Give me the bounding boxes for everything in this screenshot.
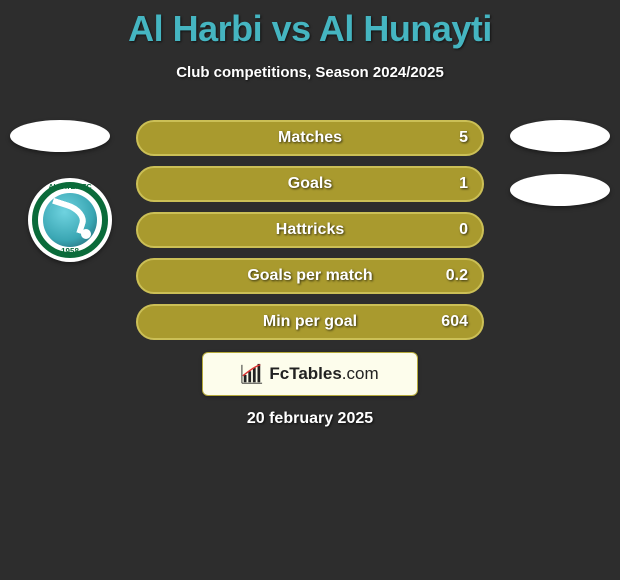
stat-value: 604: [441, 313, 468, 331]
club-badge-ball: [81, 229, 91, 239]
stat-value: 5: [459, 129, 468, 147]
club-badge-inner: [43, 193, 97, 247]
stat-bar: Hattricks 0: [136, 212, 484, 248]
club-badge-alfateh: ALFATEH FC 1958: [28, 178, 112, 262]
player-right-avatar-placeholder-1: [510, 120, 610, 152]
page-subtitle: Club competitions, Season 2024/2025: [0, 64, 620, 81]
site-brand-name: FcTables: [269, 364, 341, 383]
date-text: 20 february 2025: [247, 410, 373, 428]
stat-label: Goals per match: [247, 267, 372, 285]
page-title: Al Harbi vs Al Hunayti: [0, 0, 620, 50]
stat-bar: Min per goal 604: [136, 304, 484, 340]
stat-label: Min per goal: [263, 313, 357, 331]
site-brand-suffix: .com: [342, 364, 379, 383]
club-badge-top-text: ALFATEH FC: [28, 184, 112, 191]
stat-value: 1: [459, 175, 468, 193]
stat-bar: Matches 5: [136, 120, 484, 156]
stat-value: 0.2: [446, 267, 468, 285]
stat-value: 0: [459, 221, 468, 239]
stat-bar: Goals 1: [136, 166, 484, 202]
stat-label: Hattricks: [276, 221, 344, 239]
player-right-avatar-placeholder-2: [510, 174, 610, 206]
stat-label: Goals: [288, 175, 332, 193]
site-brand: FcTables.com: [269, 364, 378, 384]
bar-chart-icon: [241, 363, 263, 385]
stat-bar: Goals per match 0.2: [136, 258, 484, 294]
player-left-avatar-placeholder: [10, 120, 110, 152]
stat-bars-container: Matches 5 Goals 1 Hattricks 0 Goals per …: [136, 120, 484, 340]
site-badge[interactable]: FcTables.com: [202, 352, 418, 396]
stat-label: Matches: [278, 129, 342, 147]
club-badge-year: 1958: [28, 247, 112, 256]
